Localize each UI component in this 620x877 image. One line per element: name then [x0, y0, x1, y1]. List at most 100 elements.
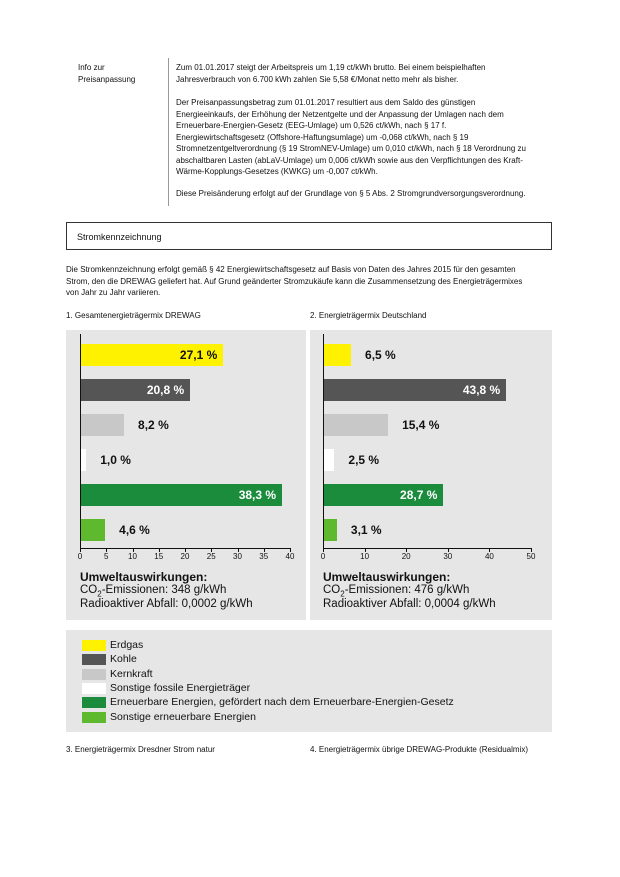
- bar-3: [324, 414, 389, 436]
- bar-label-2: 43,8 %: [462, 383, 501, 397]
- x-tick-label: 20: [401, 552, 411, 561]
- x-tick-label: 50: [526, 552, 536, 561]
- x-tick: [158, 548, 160, 552]
- bar-2: [324, 379, 507, 401]
- legend-swatch: [82, 682, 106, 694]
- bar-label-2: 20,8 %: [146, 383, 185, 397]
- bar-label-1: 27,1 %: [179, 348, 218, 362]
- chart1-title: 1. Gesamtenergieträgermix DREWAG: [66, 311, 201, 320]
- x-tick: [132, 548, 134, 552]
- info-paragraph-2: Der Preisanpassungsbetrag zum 01.01.2017…: [176, 98, 526, 176]
- x-tick: [211, 548, 213, 552]
- bar-label-5: 28,7 %: [400, 488, 438, 502]
- bar-4: [81, 449, 87, 471]
- x-tick-label: 40: [484, 552, 494, 561]
- legend-swatch: [82, 640, 106, 651]
- x-tick-label: 15: [154, 552, 164, 561]
- bar-4: [324, 449, 335, 471]
- legend-label: Kohle: [110, 653, 137, 666]
- legend-item: Erneuerbare Energien, gefördert nach dem…: [82, 696, 542, 709]
- section-title: Stromkennzeichnung: [66, 222, 552, 250]
- x-tick: [364, 548, 366, 552]
- x-tick-label: 40: [285, 552, 295, 561]
- x-tick: [263, 548, 265, 552]
- x-tick: [447, 548, 449, 552]
- chart2-title: 2. Energieträgermix Deutschland: [310, 311, 427, 320]
- x-tick: [106, 548, 108, 552]
- chart1-co2-value: 348 g/kWh: [171, 584, 227, 596]
- x-tick-label: 25: [206, 552, 216, 561]
- chart2-env-title: Umweltauswirkungen:: [323, 570, 451, 584]
- info-divider: [168, 58, 169, 206]
- legend-item: Kernkraft: [82, 668, 542, 681]
- bar-5: [81, 484, 283, 506]
- info-label-line2: Preisanpassung: [78, 74, 136, 84]
- x-tick-label: 0: [77, 552, 83, 561]
- legend-item: Sonstige fossile Energieträger: [82, 682, 542, 695]
- bar-label-1: 6,5 %: [365, 348, 396, 362]
- x-tick: [290, 548, 291, 552]
- x-axis-line: [323, 548, 532, 549]
- x-tick-label: 35: [259, 552, 269, 561]
- y-axis-line: [323, 334, 324, 548]
- x-tick-label: 10: [128, 552, 137, 561]
- chart2-rad-value: 0,0004 g/kWh: [424, 598, 496, 610]
- x-tick: [489, 548, 491, 552]
- legend-label: Kernkraft: [110, 667, 153, 680]
- bar-6: [81, 519, 106, 541]
- info-paragraph-1: Zum 01.01.2017 steigt der Arbeitspreis u…: [176, 63, 486, 84]
- info-label: Info zur Preisanpassung: [78, 62, 135, 85]
- panel-separator: [306, 330, 310, 620]
- chart3-title: 3. Energieträgermix Dresdner Strom natur: [66, 745, 215, 754]
- bar-label-6: 3,1 %: [350, 523, 382, 537]
- chart2-co2: CO2-Emissionen: 476 g/kWh: [323, 584, 470, 599]
- legend-swatch: [82, 711, 106, 723]
- legend-swatch: [82, 668, 106, 680]
- x-tick-label: 5: [104, 552, 109, 561]
- legend-swatch: [82, 654, 106, 666]
- chart1-rad-value: 0,0002 g/kWh: [181, 598, 253, 610]
- info-label-line1: Info zur: [78, 63, 105, 72]
- chart4-title: 4. Energieträgermix übrige DREWAG-Produk…: [310, 745, 528, 754]
- bar-2: [81, 379, 191, 401]
- x-tick: [531, 548, 532, 552]
- intro-paragraph: Die Stromkennzeichnung erfolgt gemäß § 4…: [66, 265, 523, 297]
- bar-label-3: 15,4 %: [402, 418, 440, 432]
- bar-label-4: 2,5 %: [348, 453, 380, 467]
- x-tick: [323, 548, 324, 552]
- info-paragraph-3: Diese Preisänderung erfolgt auf der Grun…: [176, 189, 526, 198]
- legend-swatch: [82, 697, 106, 709]
- x-tick-label: 30: [443, 552, 453, 561]
- legend-label: Erdgas: [110, 639, 144, 651]
- chart1-co2: CO2-Emissionen: 348 g/kWh: [80, 584, 227, 599]
- chart1-env-title: Umweltauswirkungen:: [80, 570, 208, 584]
- chart2-co2-value: 476 g/kWh: [414, 584, 470, 596]
- bar-1: [81, 344, 224, 366]
- legend-label: Sonstige erneuerbare Energien: [110, 710, 256, 723]
- x-tick-label: 0: [320, 552, 326, 561]
- legend-label: Sonstige fossile Energieträger: [110, 681, 251, 694]
- bar-label-3: 8,2 %: [138, 418, 169, 432]
- x-tick-label: 30: [233, 552, 242, 561]
- x-tick: [237, 548, 239, 552]
- bar-3: [81, 414, 125, 436]
- legend-item: Erdgas: [82, 639, 542, 652]
- legend-label: Erneuerbare Energien, gefördert nach dem…: [110, 696, 454, 709]
- chart1-rad: Radioaktiver Abfall: 0,0002 g/kWh: [80, 598, 253, 610]
- x-tick-label: 10: [360, 552, 370, 561]
- legend-item: Kohle: [82, 653, 542, 666]
- bar-label-5: 38,3 %: [238, 488, 277, 502]
- y-axis-line: [80, 334, 81, 548]
- x-tick: [80, 548, 81, 552]
- bar-5: [324, 484, 444, 506]
- bar-1: [324, 344, 352, 366]
- bar-label-4: 1,0 %: [100, 453, 131, 467]
- bar-6: [324, 519, 337, 541]
- bar-label-6: 4,6 %: [119, 523, 150, 537]
- legend-item: Sonstige erneuerbare Energien: [82, 711, 542, 724]
- x-tick: [185, 548, 186, 552]
- chart2-rad: Radioaktiver Abfall: 0,0004 g/kWh: [323, 598, 496, 610]
- x-tick: [406, 548, 408, 552]
- legend-panel: [66, 630, 552, 732]
- x-tick-label: 20: [180, 552, 190, 561]
